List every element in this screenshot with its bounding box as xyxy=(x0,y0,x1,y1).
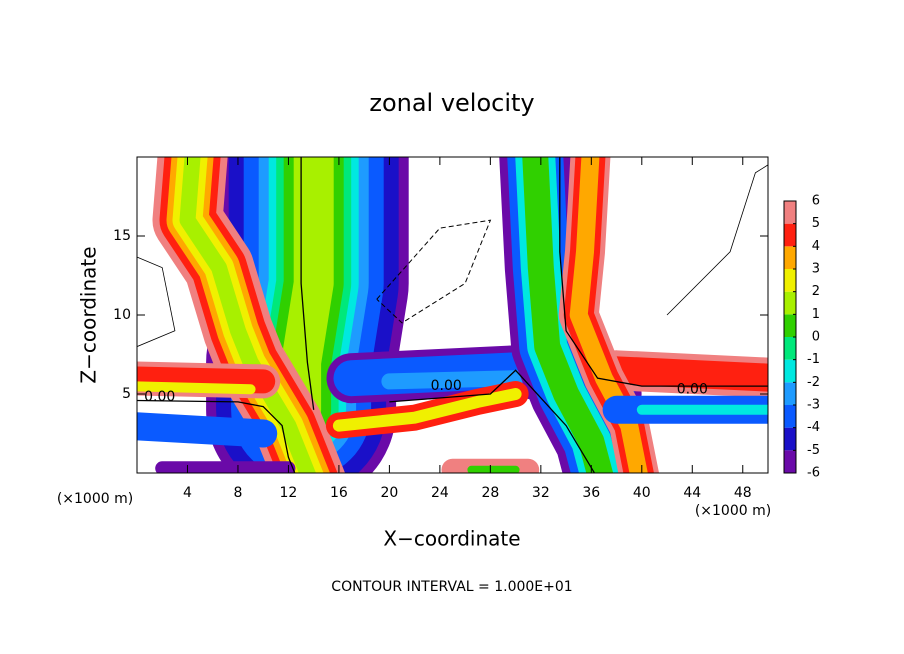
contour-fill xyxy=(179,157,316,473)
x-tick-label: 12 xyxy=(280,485,298,501)
chart-title: zonal velocity xyxy=(369,89,534,117)
x-tick-label: 40 xyxy=(633,485,651,501)
colorbar-swatch xyxy=(784,246,796,269)
colorbar-swatch xyxy=(784,405,796,428)
x-tick-label: 4 xyxy=(183,485,192,501)
contour-fill xyxy=(281,157,334,430)
colorbar-label: 0 xyxy=(812,330,820,345)
x-unit-label: (×1000 m) xyxy=(695,503,771,519)
colorbar-label: -2 xyxy=(807,375,820,390)
x-tick-label: 16 xyxy=(330,485,348,501)
colorbar-label: 6 xyxy=(812,194,820,209)
colorbar-swatch xyxy=(784,314,796,337)
colorbar-label: 3 xyxy=(812,262,820,277)
x-tick-label: 48 xyxy=(734,485,752,501)
y-tick-label: 15 xyxy=(113,228,131,244)
colorbar-label: 2 xyxy=(812,284,820,299)
contour-fill xyxy=(522,157,614,473)
contour-line xyxy=(389,369,596,473)
contour-fill xyxy=(137,381,256,395)
x-tick-label: 20 xyxy=(380,485,398,501)
colorbar-label: -3 xyxy=(807,398,820,413)
contour-fill xyxy=(137,412,278,448)
contour-fill xyxy=(332,388,522,432)
colorbar-swatch xyxy=(784,223,796,247)
footer: CONTOUR INTERVAL = 1.000E+01 xyxy=(331,579,572,595)
contour-fill xyxy=(569,157,648,473)
contour-line xyxy=(137,256,176,347)
contour-label: 0.00 xyxy=(431,378,462,394)
colorbar-label: 1 xyxy=(812,307,820,322)
contour-fill xyxy=(137,366,276,394)
colorbar-swatch xyxy=(784,427,796,451)
contour-fill xyxy=(381,370,524,390)
plot-area: 0.00 0.00 0.00 xyxy=(137,157,768,473)
colorbar-label: 4 xyxy=(812,239,820,254)
y-tick-label: 10 xyxy=(113,307,131,323)
colorbar-label: -6 xyxy=(807,466,820,481)
contour-label: 0.00 xyxy=(677,381,708,397)
colorbar-label: -4 xyxy=(807,420,820,435)
x-tick-label: 36 xyxy=(582,485,600,501)
contour-line xyxy=(376,219,492,324)
y-tick-label: 5 xyxy=(122,386,131,402)
contour-line xyxy=(137,399,296,473)
x-tick-label: 32 xyxy=(532,485,550,501)
x-tick-label: 44 xyxy=(683,485,701,501)
x-unit-label: (×1000 m) xyxy=(57,491,133,507)
colorbar-swatch xyxy=(784,450,796,473)
colorbar-swatch xyxy=(784,337,796,360)
contour-line xyxy=(300,157,315,410)
colorbar-swatch xyxy=(784,201,796,224)
colorbar-label: 5 xyxy=(812,216,820,231)
colorbar-swatch xyxy=(784,269,796,292)
x-tick-label: 24 xyxy=(431,485,449,501)
x-tick-label: 8 xyxy=(233,485,242,501)
contour-label: 0.00 xyxy=(144,389,175,405)
contour-line xyxy=(559,157,768,387)
contour-fill xyxy=(602,356,768,392)
colorbar-label: -5 xyxy=(807,443,820,458)
y-axis-label: Z−coordinate xyxy=(77,246,101,383)
colorbar-swatch xyxy=(784,359,796,383)
x-tick-label: 28 xyxy=(481,485,499,501)
x-axis-label: X−coordinate xyxy=(383,527,520,551)
contour-line xyxy=(666,164,768,316)
colorbar-swatch xyxy=(784,291,796,315)
colorbar-swatch xyxy=(784,382,796,405)
colorbar-label: -1 xyxy=(807,352,820,367)
